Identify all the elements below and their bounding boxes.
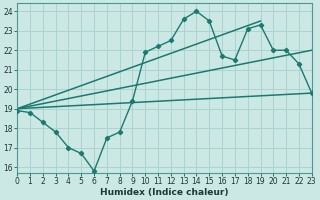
X-axis label: Humidex (Indice chaleur): Humidex (Indice chaleur) xyxy=(100,188,229,197)
